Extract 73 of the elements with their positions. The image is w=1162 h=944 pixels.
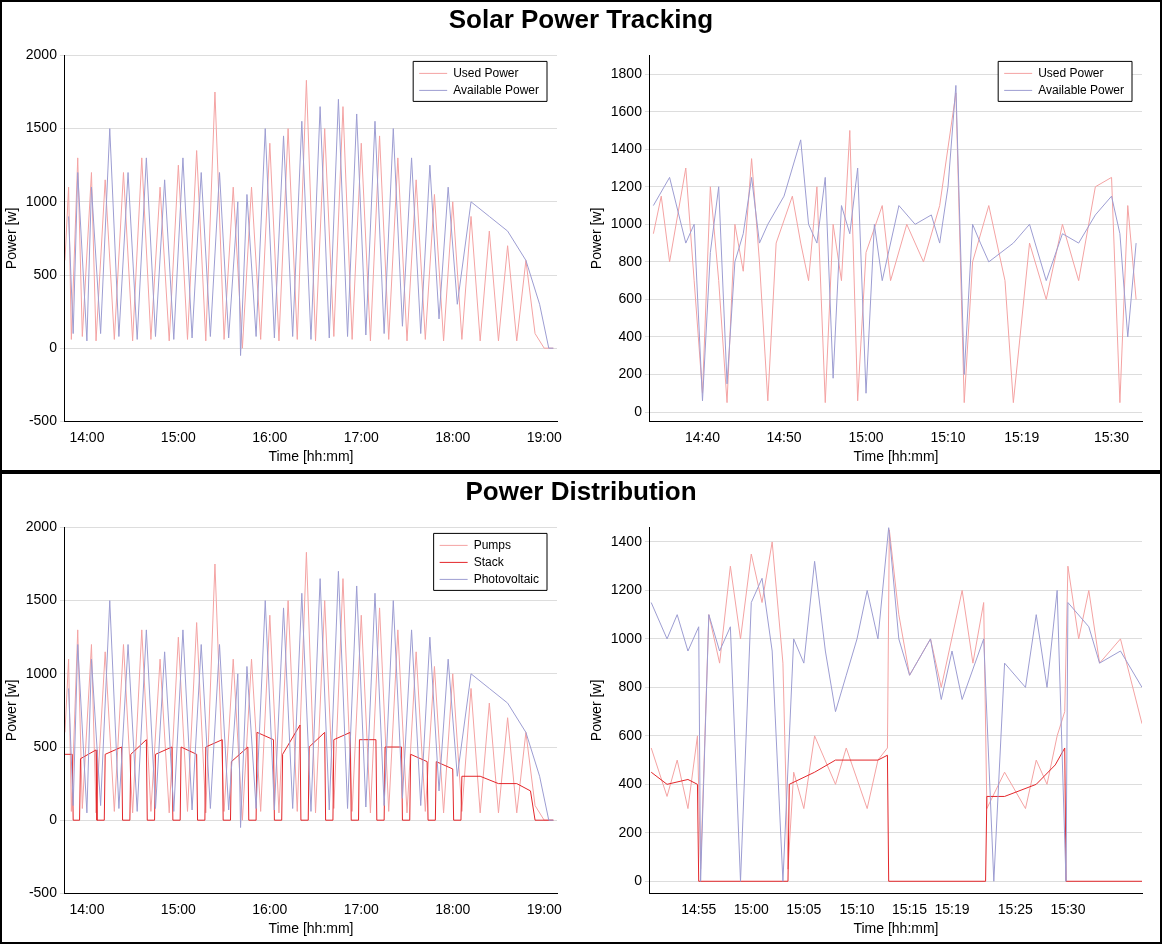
- x-tick-label: 15:15: [892, 900, 928, 917]
- x-tick-label: 15:05: [786, 900, 822, 917]
- y-tick-label: 1600: [610, 102, 643, 119]
- x-tick-label: 14:00: [69, 900, 105, 917]
- x-tick-label: 14:55: [681, 900, 717, 917]
- y-tick-label: 500: [33, 737, 58, 754]
- y-tick-label: 0: [634, 872, 643, 889]
- y-tick-label: 0: [49, 811, 58, 828]
- x-tick-label: 15:19: [934, 900, 970, 917]
- x-tick-label: 15:00: [733, 900, 769, 917]
- legend-label: Available Power: [453, 82, 539, 97]
- y-axis-title: Power [w]: [3, 679, 20, 742]
- x-tick-label: 17:00: [343, 900, 379, 917]
- chart-title: Solar Power Tracking: [447, 4, 715, 35]
- y-tick-label: 2000: [25, 46, 58, 63]
- x-tick-label: 15:30: [1094, 428, 1130, 445]
- x-tick-label: 15:10: [839, 900, 875, 917]
- x-axis-title: Time [hh:mm]: [853, 920, 939, 937]
- x-tick-label: 18:00: [435, 428, 471, 445]
- y-tick-label: 800: [618, 252, 643, 269]
- legend-label: Available Power: [1038, 82, 1124, 97]
- x-tick-label: 14:40: [684, 428, 721, 445]
- x-axis-title: Time [hh:mm]: [853, 448, 939, 465]
- y-tick-label: 2000: [25, 518, 58, 535]
- y-tick-label: 400: [618, 775, 643, 792]
- x-tick-label: 15:00: [848, 428, 884, 445]
- y-axis-title: Power [w]: [588, 207, 605, 270]
- chart-title: Power Distribution: [464, 476, 698, 507]
- legend-label: Used Power: [1038, 65, 1104, 80]
- y-axis-title: Power [w]: [3, 207, 20, 270]
- y-tick-label: 1200: [610, 177, 643, 194]
- x-tick-label: 15:00: [160, 900, 197, 917]
- y-tick-label: 600: [618, 726, 643, 743]
- x-axis-title: Time [hh:mm]: [268, 920, 354, 937]
- y-tick-label: 500: [33, 265, 58, 282]
- y-tick-label: 1500: [25, 591, 58, 608]
- legend-label: Pumps: [473, 537, 511, 552]
- x-axis-title: Time [hh:mm]: [268, 448, 354, 465]
- y-tick-label: 600: [618, 290, 643, 307]
- x-tick-label: 19:00: [526, 428, 562, 445]
- y-tick-label: 1000: [610, 215, 643, 232]
- y-tick-label: 1000: [610, 629, 643, 646]
- y-tick-label: 1400: [610, 532, 643, 549]
- y-tick-label: 200: [618, 365, 643, 382]
- y-tick-label: 1800: [610, 65, 643, 82]
- y-tick-label: 1200: [610, 581, 643, 598]
- x-tick-label: 14:50: [766, 428, 802, 445]
- y-tick-label: 1500: [25, 119, 58, 136]
- x-tick-label: 19:00: [526, 900, 562, 917]
- y-tick-label: 800: [618, 678, 643, 695]
- y-tick-label: 1000: [25, 192, 58, 209]
- legend-label: Stack: [473, 554, 505, 569]
- x-tick-label: 16:00: [252, 428, 288, 445]
- legend-label: Photovoltaic: [473, 571, 539, 586]
- x-tick-label: 18:00: [435, 900, 471, 917]
- x-tick-label: 15:19: [1004, 428, 1040, 445]
- y-tick-label: 400: [618, 327, 643, 344]
- y-tick-label: 1000: [25, 664, 58, 681]
- legend-label: Used Power: [453, 65, 519, 80]
- x-tick-label: 15:25: [997, 900, 1034, 917]
- x-tick-label: 15:00: [160, 428, 197, 445]
- y-tick-label: -500: [28, 884, 58, 901]
- x-tick-label: 14:00: [69, 428, 105, 445]
- y-tick-label: 200: [618, 823, 643, 840]
- x-tick-label: 15:30: [1050, 900, 1086, 917]
- y-tick-label: 1400: [610, 140, 643, 157]
- y-tick-label: 0: [634, 402, 643, 419]
- y-tick-label: -500: [28, 412, 58, 429]
- x-tick-label: 16:00: [252, 900, 288, 917]
- y-axis-title: Power [w]: [588, 679, 605, 742]
- x-tick-label: 15:10: [930, 428, 966, 445]
- y-tick-label: 0: [49, 339, 58, 356]
- x-tick-label: 17:00: [343, 428, 379, 445]
